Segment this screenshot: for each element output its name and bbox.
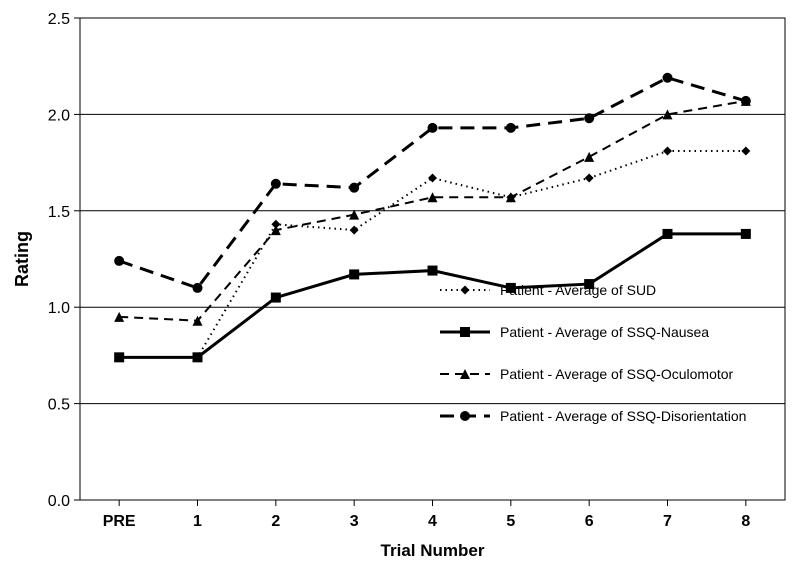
x-axis-label: Trial Number (381, 541, 485, 560)
x-tick-label: 3 (350, 513, 359, 530)
legend-label: Patient - Average of SUD (500, 282, 656, 298)
x-tick-label: 7 (663, 513, 672, 530)
rating-line-chart: 0.0 0.5 1.0 1.5 2.0 2.5 PRE 1 2 3 4 5 6 7 8 Trial Numbe… (0, 0, 800, 578)
legend-label: Patient - Average of SSQ-Oculomotor (500, 366, 734, 382)
x-tick-label: 2 (271, 513, 280, 530)
x-tick-label: 1 (193, 513, 202, 530)
y-tick-label: 2.0 (48, 107, 70, 124)
y-tick-label: 0.5 (48, 397, 70, 414)
y-tick-label: 0.0 (48, 493, 70, 510)
legend-label: Patient - Average of SSQ-Nausea (500, 324, 709, 340)
x-tick-label: PRE (103, 513, 136, 530)
y-axis-label: Rating (12, 231, 32, 287)
x-tick-label: 4 (428, 513, 437, 530)
y-tick-label: 1.0 (48, 300, 70, 317)
y-tick-label: 2.5 (48, 11, 70, 28)
legend-label: Patient - Average of SSQ-Disorientation (500, 408, 746, 424)
x-tick-label: 5 (506, 513, 515, 530)
y-tick-label: 1.5 (48, 204, 70, 221)
x-tick-label: 8 (741, 513, 750, 530)
x-tick-label: 6 (585, 513, 594, 530)
